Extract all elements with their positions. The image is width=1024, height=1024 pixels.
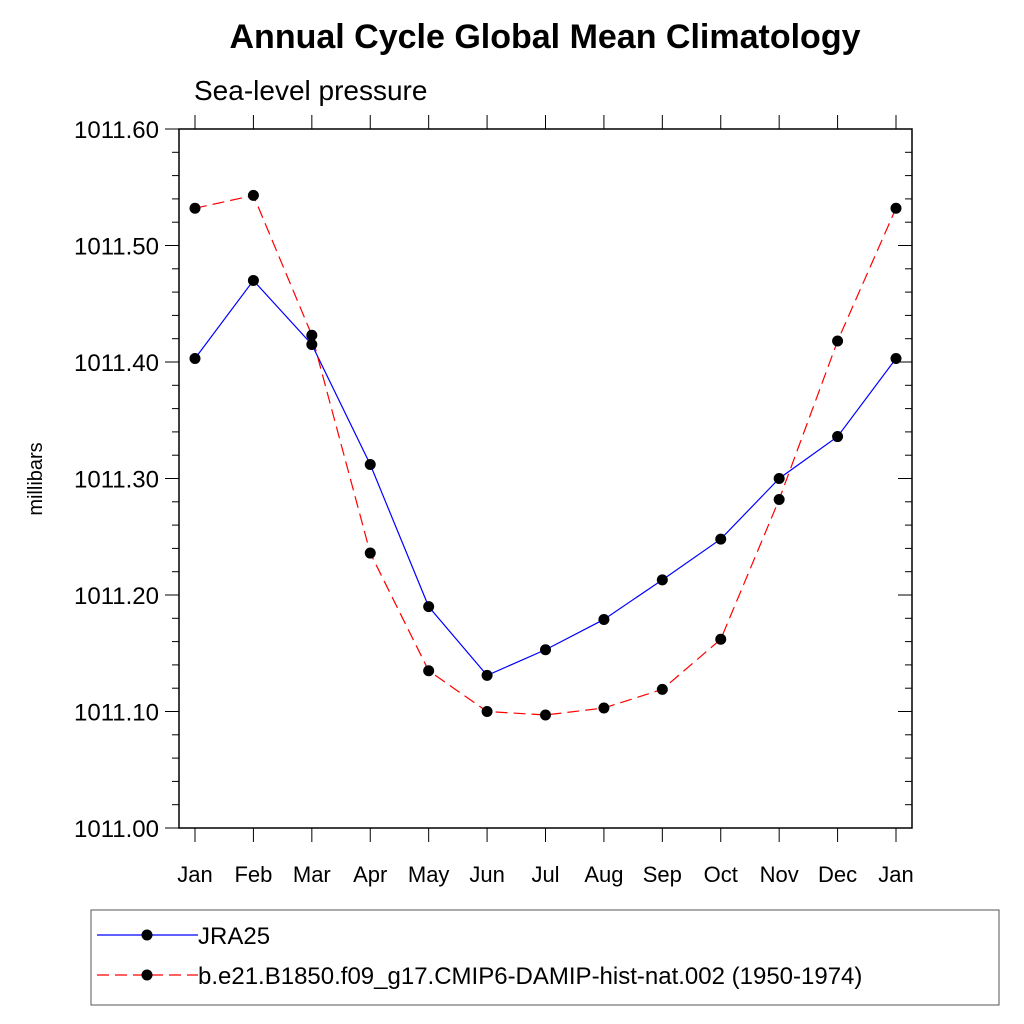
plot-frame <box>178 128 913 829</box>
legend-box <box>90 909 1000 1006</box>
data-point-series-1 <box>890 353 902 365</box>
series-points <box>189 189 902 721</box>
data-point-series-2 <box>598 702 610 714</box>
data-point-series-1 <box>656 574 668 586</box>
chart-title: Annual Cycle Global Mean Climatology <box>230 18 861 56</box>
legend-marker-1 <box>141 929 153 941</box>
data-point-series-1 <box>481 669 493 681</box>
legend: JRA25 b.e21.B1850.f09_g17.CMIP6-DAMIP-his… <box>90 909 1000 1006</box>
x-tick-label: Dec <box>818 862 857 887</box>
data-point-series-1 <box>423 601 435 613</box>
x-tick-label: Sep <box>643 862 682 887</box>
y-tick-label: 1011.40 <box>74 350 159 377</box>
x-tick-label: Mar <box>293 862 331 887</box>
data-point-series-1 <box>189 353 201 365</box>
data-point-series-1 <box>247 274 259 286</box>
data-point-series-2 <box>306 329 318 341</box>
data-point-series-2 <box>656 683 668 695</box>
legend-label-2: b.e21.B1850.f09_g17.CMIP6-DAMIP-hist-nat… <box>198 963 862 990</box>
data-point-series-1 <box>832 431 844 443</box>
data-point-series-1 <box>715 533 727 545</box>
legend-items: JRA25 b.e21.B1850.f09_g17.CMIP6-DAMIP-his… <box>97 923 862 990</box>
x-tick-label: Oct <box>704 862 738 887</box>
y-tick-label: 1011.50 <box>74 234 159 261</box>
y-tick-label: 1011.00 <box>74 816 159 843</box>
y-tick-label: 1011.60 <box>74 117 159 144</box>
y-tick-label: 1011.10 <box>74 700 159 727</box>
legend-label-1: JRA25 <box>198 923 270 950</box>
y-tick-label: 1011.20 <box>74 583 159 610</box>
y-axis: 1011.00 1011.10 1011.20 1011.30 1011.40 1011.… <box>74 117 912 843</box>
data-point-series-1 <box>598 613 610 625</box>
data-point-series-2 <box>189 202 201 214</box>
data-point-series-2 <box>715 633 727 645</box>
y-axis-label: millibars <box>25 442 47 515</box>
data-point-series-2 <box>481 706 493 717</box>
x-tick-label: Jun <box>469 862 504 887</box>
series-line-2 <box>194 194 897 716</box>
series-line-1 <box>194 279 897 677</box>
data-point-series-2 <box>773 493 785 505</box>
data-point-series-2 <box>540 709 551 721</box>
data-point-series-2 <box>890 202 902 214</box>
series-lines <box>194 194 897 716</box>
x-tick-label: Nov <box>760 862 799 887</box>
data-point-series-1 <box>364 459 376 471</box>
chart-subtitle: Sea-level pressure <box>194 75 427 106</box>
plot-border <box>178 128 913 829</box>
x-axis: Jan Feb Mar Apr May Jun Jul Aug Sep Oct Nov Dec Jan <box>177 115 914 887</box>
legend-marker-2 <box>141 969 153 981</box>
data-point-series-2 <box>247 189 259 201</box>
x-tick-label: Jul <box>531 862 559 887</box>
x-tick-label: Jan <box>878 862 913 887</box>
data-point-series-1 <box>306 339 318 351</box>
data-point-series-2 <box>364 547 376 559</box>
x-tick-label: Aug <box>584 862 623 887</box>
data-point-series-1 <box>773 473 785 484</box>
data-point-series-2 <box>423 665 435 677</box>
x-tick-label: Jan <box>177 862 212 887</box>
data-point-series-1 <box>540 644 551 656</box>
x-tick-label: Apr <box>353 862 387 887</box>
x-tick-label: Feb <box>234 862 272 887</box>
data-point-series-2 <box>832 335 844 347</box>
x-tick-label: May <box>408 862 450 887</box>
y-tick-label: 1011.30 <box>74 467 159 494</box>
